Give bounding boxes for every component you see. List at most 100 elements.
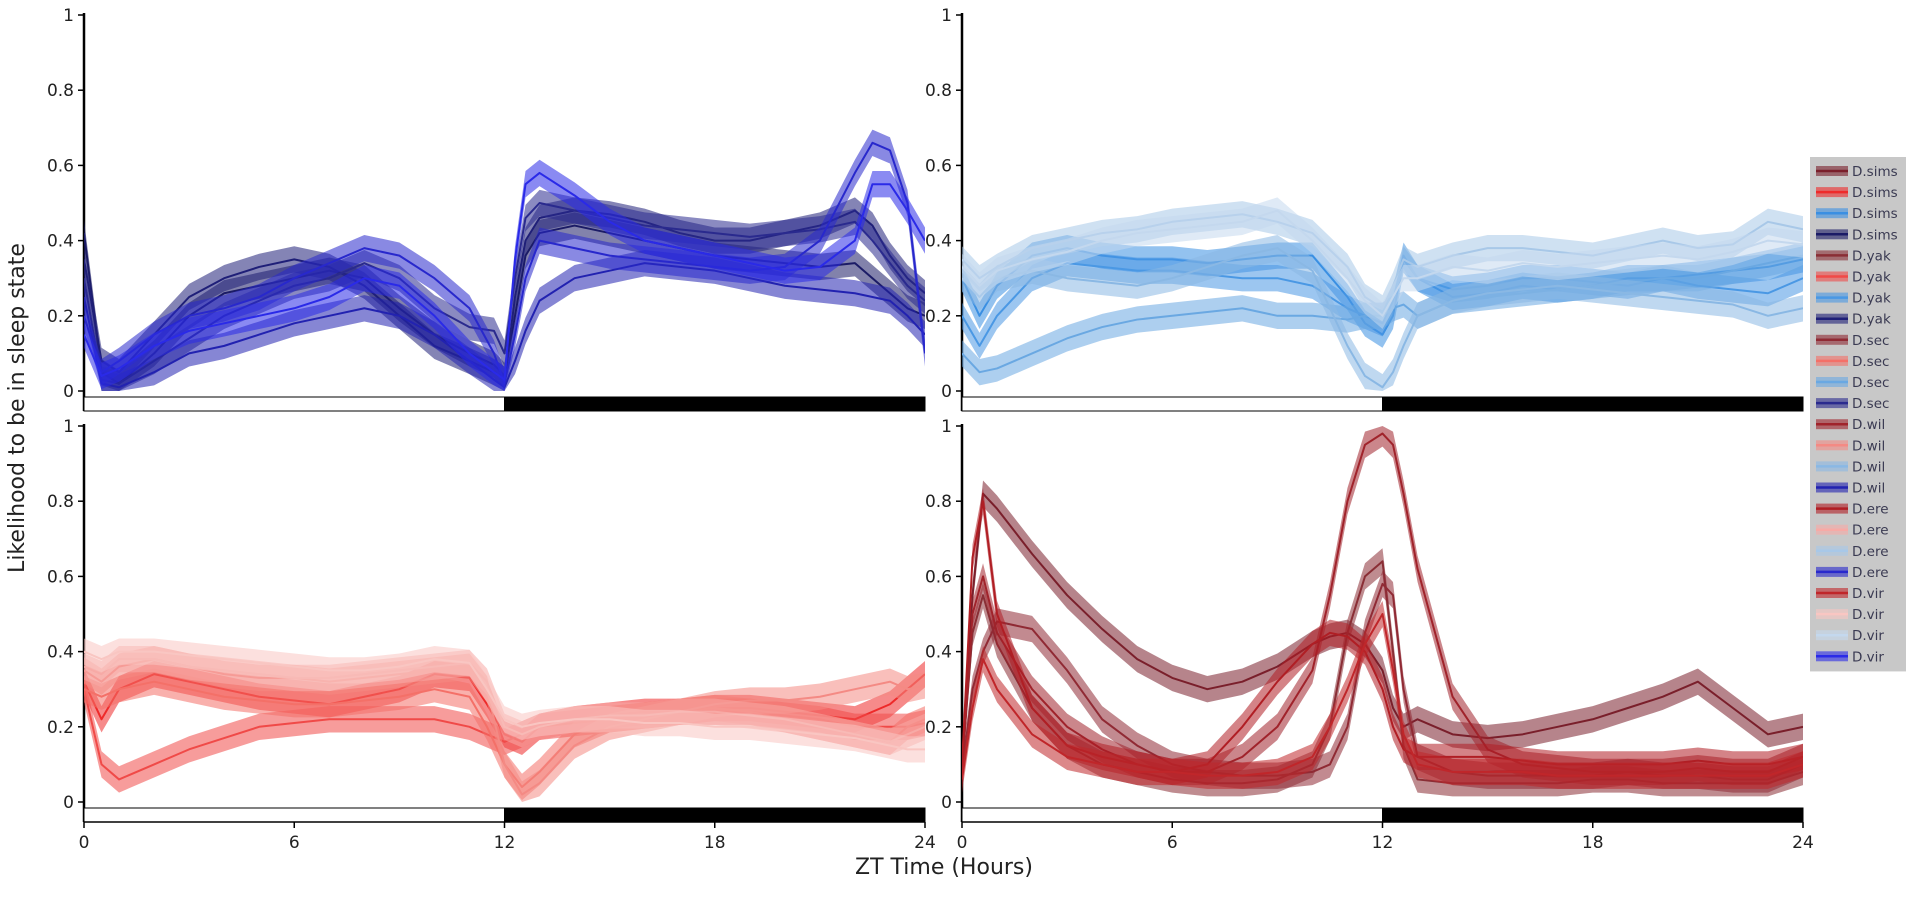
y-tick-label: 0.8 (47, 81, 74, 101)
y-tick-label: 0.2 (925, 307, 952, 327)
chart-panels: 0 0.2 0.4 0.6 0.8 1 0 0.2 0.4 0.6 0.8 1 0 0.2 0.4 0.6 0.… (47, 6, 1814, 853)
legend-item: D.sec (1816, 354, 1889, 370)
panel-bottom-right-darkred: 0 0.2 0.4 0.6 0.8 1 0 6 12 18 24 (925, 417, 1814, 853)
series-band (84, 189, 925, 391)
dark-period-bar (1382, 396, 1804, 412)
series-band (962, 234, 1803, 391)
panel-bottom-left-red: 0 0.2 0.4 0.6 0.8 1 0 6 12 18 24 (47, 417, 936, 853)
legend-item: D.ere (1816, 544, 1889, 560)
panel-top-left-blue: 0 0.2 0.4 0.6 0.8 1 (47, 6, 926, 412)
legend-label: D.wil (1852, 438, 1885, 454)
light-period-bar (83, 396, 505, 412)
y-tick-label: 0 (63, 793, 74, 813)
series-band (962, 600, 1803, 793)
legend-label: D.vir (1852, 649, 1884, 665)
legend-item: D.sims (1816, 185, 1898, 201)
y-tick-label: 0 (63, 382, 74, 402)
dark-period-bar (1382, 807, 1804, 823)
legend-item: D.wil (1816, 459, 1885, 475)
legend-item: D.vir (1816, 586, 1884, 602)
legend-label: D.sec (1852, 333, 1889, 349)
legend-item: D.vir (1816, 607, 1884, 623)
series-band (84, 159, 925, 391)
series-band (84, 638, 925, 763)
y-tick-label: 0.2 (47, 718, 74, 738)
x-tick-label: 18 (704, 833, 726, 853)
legend-label: D.yak (1852, 248, 1891, 264)
legend-label: D.ere (1852, 565, 1889, 581)
series-group (962, 197, 1803, 391)
series-line (962, 247, 1803, 389)
x-axis-title: ZT Time (Hours) (855, 855, 1033, 880)
legend-label: D.wil (1852, 459, 1885, 475)
y-tick-label: 0 (941, 793, 952, 813)
legend-item: D.sec (1816, 333, 1889, 349)
x-tick-label: 24 (1792, 833, 1814, 853)
y-tick-label: 1 (63, 417, 74, 437)
legend-item: D.ere (1816, 502, 1889, 518)
y-tick-label: 0.6 (925, 156, 952, 176)
legend-label: D.ere (1852, 544, 1889, 560)
legend-label: D.yak (1852, 291, 1891, 307)
legend-label: D.sec (1852, 354, 1889, 370)
legend-item: D.sims (1816, 164, 1898, 180)
y-tick-label: 1 (63, 6, 74, 26)
light-period-bar (83, 807, 505, 823)
legend-background (1810, 157, 1906, 672)
legend-label: D.wil (1852, 417, 1885, 433)
legend-label: D.wil (1852, 481, 1885, 497)
legend-item: D.sec (1816, 396, 1889, 412)
dark-period-bar (504, 807, 926, 823)
legend-label: D.vir (1852, 607, 1884, 623)
legend-item: D.ere (1816, 523, 1889, 539)
legend-label: D.sec (1852, 396, 1889, 412)
legend-label: D.sims (1852, 185, 1898, 201)
y-tick-label: 0.6 (47, 567, 74, 587)
y-tick-label: 1 (941, 417, 952, 437)
legend-item: D.sims (1816, 206, 1898, 222)
y-tick-label: 0.8 (47, 492, 74, 512)
legend-label: D.sims (1852, 206, 1898, 222)
series-band (84, 250, 925, 391)
x-tick-label: 24 (914, 833, 936, 853)
x-tick-label: 12 (494, 833, 516, 853)
x-tick-label: 6 (289, 833, 300, 853)
x-tick-label: 0 (957, 833, 968, 853)
series-line (962, 209, 1803, 317)
x-tick-label: 18 (1582, 833, 1604, 853)
legend: D.sims D.sims D.sims D.sims D.yak D.yak D.yak D… (1810, 157, 1906, 672)
legend-item: D.yak (1816, 312, 1891, 328)
legend-label: D.vir (1852, 628, 1884, 644)
legend-item: D.wil (1816, 417, 1885, 433)
y-tick-label: 0.8 (925, 81, 952, 101)
legend-item: D.sec (1816, 375, 1889, 391)
series-group (84, 638, 925, 802)
y-tick-label: 0.2 (47, 307, 74, 327)
legend-item: D.vir (1816, 628, 1884, 644)
legend-item: D.wil (1816, 481, 1885, 497)
y-tick-label: 0.4 (47, 232, 74, 252)
y-tick-label: 0.8 (925, 492, 952, 512)
series-line (962, 613, 1803, 780)
legend-label: D.vir (1852, 586, 1884, 602)
legend-label: D.yak (1852, 270, 1891, 286)
legend-item: D.sims (1816, 227, 1898, 243)
legend-label: D.sec (1852, 375, 1889, 391)
y-tick-label: 0.4 (47, 643, 74, 663)
series-group (962, 426, 1803, 797)
legend-item: D.ere (1816, 565, 1889, 581)
legend-item: D.yak (1816, 248, 1891, 264)
y-tick-label: 0.6 (925, 567, 952, 587)
y-tick-label: 0.4 (925, 232, 952, 252)
legend-item: D.wil (1816, 438, 1885, 454)
legend-label: D.sims (1852, 164, 1898, 180)
light-period-bar (961, 807, 1383, 823)
light-period-bar (961, 396, 1383, 412)
series-line (84, 262, 925, 389)
legend-item: D.yak (1816, 291, 1891, 307)
panel-top-right-lightblue: 0 0.2 0.4 0.6 0.8 1 (925, 6, 1804, 412)
y-tick-label: 0.6 (47, 156, 74, 176)
y-tick-label: 1 (941, 6, 952, 26)
series-line (962, 492, 1803, 765)
